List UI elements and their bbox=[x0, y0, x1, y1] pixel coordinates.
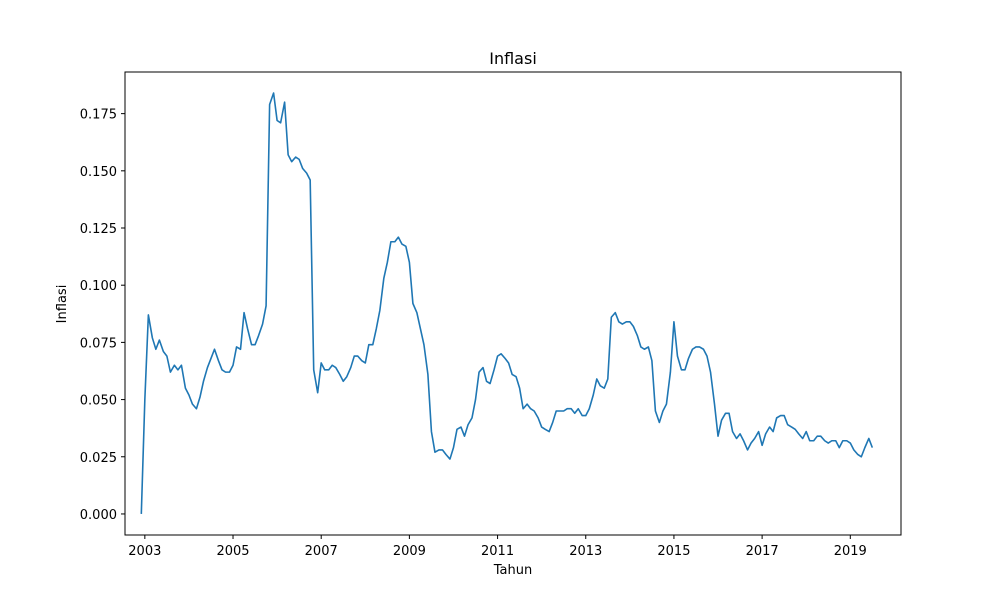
x-tick-label: 2019 bbox=[834, 544, 867, 559]
y-tick-label: 0.175 bbox=[80, 108, 117, 123]
x-tick-label: 2007 bbox=[305, 544, 338, 559]
y-tick-label: 0.125 bbox=[80, 222, 117, 237]
x-axis-label: Tahun bbox=[493, 563, 532, 578]
plot-frame bbox=[124, 71, 902, 536]
x-tick-label: 2013 bbox=[569, 544, 602, 559]
chart-title: Inflasi bbox=[489, 49, 537, 68]
y-axis-label: Inflasi bbox=[55, 285, 70, 324]
y-tick-label: 0.000 bbox=[80, 508, 117, 523]
y-axis: 0.000 0.025 0.050 0.075 0.100 0.125 0.150 0.175 bbox=[80, 108, 125, 523]
y-tick-label: 0.150 bbox=[80, 165, 117, 180]
x-tick-label: 2009 bbox=[393, 544, 426, 559]
x-axis: 2003 2005 2007 2009 2011 2013 2015 2017 2019 bbox=[128, 535, 867, 559]
y-tick-label: 0.075 bbox=[80, 336, 117, 351]
x-tick-label: 2011 bbox=[481, 544, 514, 559]
y-tick-label: 0.100 bbox=[80, 279, 117, 294]
series-line-0 bbox=[140, 92, 874, 514]
x-tick-label: 2015 bbox=[657, 544, 690, 559]
x-tick-label: 2003 bbox=[128, 544, 161, 559]
plot-area bbox=[140, 92, 874, 514]
y-tick-label: 0.025 bbox=[80, 451, 117, 466]
x-tick-label: 2005 bbox=[216, 544, 249, 559]
y-tick-label: 0.050 bbox=[80, 394, 117, 409]
x-tick-label: 2017 bbox=[746, 544, 779, 559]
